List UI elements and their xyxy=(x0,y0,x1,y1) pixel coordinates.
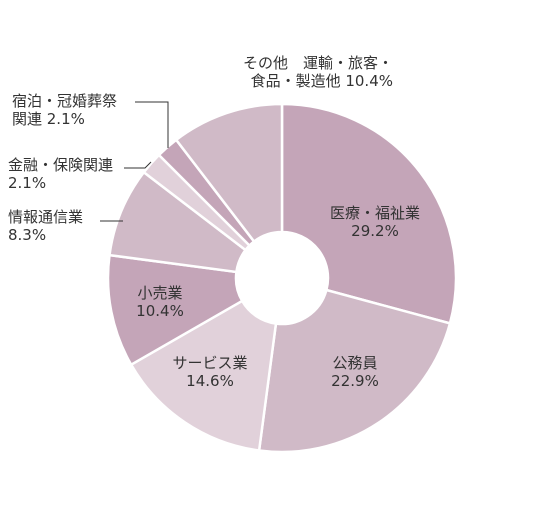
slice-finance-insurance-leader xyxy=(124,161,152,169)
slice-medical-welfare-label-line: 医療・福祉業 xyxy=(330,204,420,222)
slice-medical-welfare-label-line: 29.2% xyxy=(351,222,399,240)
slice-finance-insurance-label: 金融・保険関連 2.1% xyxy=(8,156,113,192)
slices-group xyxy=(106,102,458,454)
slice-retail xyxy=(106,253,244,367)
slice-service-industry xyxy=(129,299,278,452)
slice-public-service-label: 公務員 22.9% xyxy=(331,354,379,390)
slice-lodging-wedding-funeral-label: 宿泊・冠婚葬祭関連 2.1% xyxy=(12,92,117,128)
slice-other-label-line: その他 運輸・旅客・ xyxy=(243,54,393,72)
slice-information-communication-label-line: 8.3% xyxy=(8,226,46,244)
slice-other-label-line: 食品・製造他 10.4% xyxy=(251,72,393,90)
slice-service-industry-label-line: 14.6% xyxy=(186,372,234,390)
slice-other-label: その他 運輸・旅客・食品・製造他 10.4% xyxy=(243,54,393,90)
slice-information-communication-label: 情報通信業 8.3% xyxy=(8,208,83,244)
slice-service-industry-label-line: サービス業 xyxy=(172,354,247,372)
slice-retail-label: 小売業 10.4% xyxy=(136,284,184,320)
slice-public-service xyxy=(257,288,452,454)
slice-medical-welfare-label: 医療・福祉業 29.2% xyxy=(330,204,420,240)
labels-group: 医療・福祉業 29.2% 公務員 22.9% サービス業 14.6% 小売業 10.4% 情報通… xyxy=(8,54,420,390)
slice-other xyxy=(174,102,284,244)
slice-public-service-label-line: 22.9% xyxy=(331,372,379,390)
slice-finance-insurance-label-line: 2.1% xyxy=(8,174,46,192)
slice-retail-label-line: 10.4% xyxy=(136,302,184,320)
slice-information-communication-label-line: 情報通信業 xyxy=(8,208,83,226)
slice-medical-welfare xyxy=(280,102,458,325)
leader-lines xyxy=(100,101,169,222)
slice-finance-insurance-label-line: 金融・保険関連 xyxy=(8,156,113,174)
slice-retail-label-line: 小売業 xyxy=(137,284,182,302)
slice-lodging-wedding-funeral-label-line: 関連 2.1% xyxy=(12,110,85,128)
slice-lodging-wedding-funeral-label-line: 宿泊・冠婚葬祭 xyxy=(12,92,117,110)
slice-service-industry-label: サービス業 14.6% xyxy=(172,354,247,390)
slice-lodging-wedding-funeral-leader xyxy=(135,101,169,148)
slice-public-service-label-line: 公務員 xyxy=(332,354,377,372)
